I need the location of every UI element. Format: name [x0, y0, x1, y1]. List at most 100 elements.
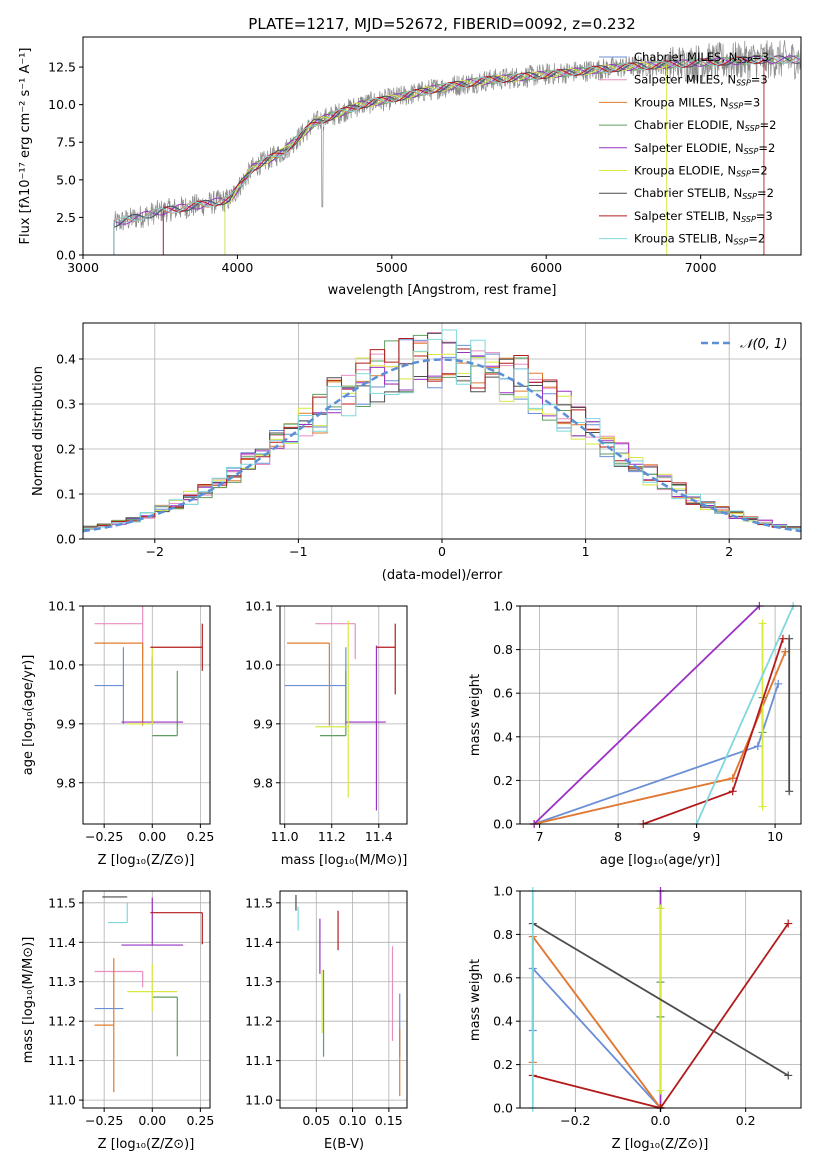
tick-label-x: 2: [725, 544, 733, 559]
plus-marker: [656, 1086, 665, 1095]
tick-label-y: 0.6: [493, 686, 513, 701]
error-point: [150, 912, 203, 945]
tick-label-y: 2.5: [56, 210, 76, 225]
error-point: [108, 902, 128, 924]
tick-label-x: −2: [146, 544, 164, 559]
residual-histogram: [83, 338, 801, 530]
plus-marker: [728, 774, 737, 783]
error-point: [315, 620, 349, 798]
plus-marker: [656, 904, 665, 913]
age-z-xlabel: Z [log₁₀(Z/Z⊙)]: [98, 853, 195, 868]
mass-z-frame: [82, 890, 211, 1109]
weight-age-xlabel: age [log₁₀(age/yr)]: [600, 853, 721, 868]
histogram-ylabel: Normed distribution: [31, 366, 46, 496]
error-point: [127, 963, 178, 1012]
tick-label-y: 11.4: [48, 935, 76, 950]
age-z-frame: [82, 605, 211, 825]
plus-marker: [728, 787, 737, 796]
tick-label-x: −0.25: [85, 1113, 123, 1128]
tick-label-y: 7.5: [56, 135, 76, 150]
tick-label-y: 0.0: [56, 248, 76, 263]
spectrum-frame: [82, 36, 802, 256]
plus-marker: [753, 742, 762, 751]
tick-label-y: 1.0: [493, 599, 513, 614]
tick-label-y: 11.4: [245, 935, 273, 950]
plus-marker: [758, 619, 767, 628]
error-point: [319, 670, 347, 737]
tick-label-x: 0: [438, 544, 446, 559]
gaussian-curve: [82, 358, 802, 533]
residual-histogram-panel: −2 −1 0 1 2 0.0 0.1 0.2 0.3 0.4 (data-model)/erro…: [31, 322, 802, 583]
tick-label-x: 5000: [376, 260, 408, 275]
error-point: [345, 645, 386, 811]
legend-label: Chabrier ELODIE, NSSP=2: [634, 118, 776, 133]
error-point: [150, 623, 203, 671]
error-point: [127, 647, 153, 725]
mass-vs-metallicity-panel: −0.25 0.00 0.25 11.0 11.1 11.2 11.3 11.4 11.5 Z …: [21, 890, 214, 1152]
error-point: [94, 642, 144, 726]
model-spectrum: [163, 56, 764, 213]
tick-label-x: 6000: [530, 260, 562, 275]
tick-label-x: 0.2: [736, 1113, 756, 1128]
tick-label-y: 12.5: [48, 60, 76, 75]
error-point: [152, 670, 178, 737]
mass-weight-vs-metallicity-panel: −0.2 0.0 0.2 0.0 0.2 0.4 0.6 0.8 1.0 Z [log₁₀(Z/…: [468, 884, 802, 1152]
tick-label-y: 0.8: [493, 642, 513, 657]
plus-marker: [781, 647, 790, 656]
tick-label-x: 1: [582, 544, 590, 559]
model-spectrum: [113, 55, 800, 228]
age-mass-xlabel: mass [log₁₀(M/M⊙)]: [281, 853, 408, 868]
legend-label: Salpeter ELODIE, NSSP=2: [634, 141, 775, 156]
tick-label-y: 10.1: [245, 599, 273, 614]
plus-marker: [778, 634, 787, 643]
error-point: [121, 897, 184, 946]
tick-label-y: 10.0: [48, 97, 76, 112]
tick-label-y: 0.2: [56, 442, 76, 457]
spectrum-ylabel: Flux [fλ10⁻¹⁷ erg cm⁻² s⁻¹ A⁻¹]: [18, 48, 33, 245]
legend-label: Salpeter STELIB, NSSP=3: [634, 209, 773, 224]
legend-label: Chabrier STELIB, NSSP=2: [634, 186, 774, 201]
tick-label-x: 11.4: [365, 829, 393, 844]
tick-label-y: 5.0: [56, 172, 76, 187]
mass-weight-line: [695, 606, 795, 824]
residual-histogram: [83, 329, 801, 530]
tick-label-y: 11.0: [245, 1093, 273, 1108]
legend-label: Kroupa ELODIE, NSSP=2: [634, 164, 768, 179]
plus-marker: [785, 787, 794, 796]
error-point: [376, 623, 396, 695]
mass-weight-line: [532, 922, 789, 1108]
plus-marker: [784, 919, 793, 928]
mass-ebv-frame: [279, 890, 408, 1109]
tick-label-x: 9: [693, 829, 701, 844]
gaussian-legend-label: 𝒩(0, 1): [740, 337, 787, 352]
mass-z-xlabel: Z [log₁₀(Z/Z⊙)]: [98, 1137, 195, 1152]
tick-label-y: 0.4: [493, 729, 513, 744]
error-point: [152, 996, 178, 1057]
tick-label-y: 10.0: [245, 657, 273, 672]
weight-z-ylabel: mass weight: [468, 959, 483, 1041]
tick-label-y: 11.2: [245, 1014, 273, 1029]
tick-label-x: 11.2: [318, 829, 346, 844]
tick-label-y: 0.6: [493, 970, 513, 985]
tick-label-x: 0.10: [339, 1113, 367, 1128]
weight-age-ylabel: mass weight: [468, 674, 483, 756]
spectrum-panel: 3000 4000 5000 6000 7000 0.0 2.5 5.0 7.5 10.0 12.5…: [18, 15, 802, 298]
tick-label-x: −0.25: [85, 829, 123, 844]
tick-label-x: 0.00: [138, 829, 166, 844]
tick-label-x: −0.2: [560, 1113, 590, 1128]
spectrum-legend: Chabrier MILES, NSSP=3 Salpeter MILES, NS…: [599, 50, 776, 247]
legend-label: Kroupa STELIB, NSSP=2: [634, 232, 765, 247]
tick-label-x: 0.25: [186, 829, 214, 844]
legend-label: Salpeter MILES, NSSP=3: [634, 73, 768, 88]
tick-label-y: 11.5: [48, 895, 76, 910]
tick-label-y: 0.4: [56, 352, 76, 367]
tick-label-x: 8: [614, 829, 622, 844]
mass-weight-line: [533, 606, 761, 824]
mass-weight-vs-age-panel: 7 8 9 10 0.0 0.2 0.4 0.6 0.8 1.0 age [log₁₀(age/y…: [468, 599, 802, 868]
tick-label-y: 10.0: [48, 657, 76, 672]
tick-label-y: 0.0: [493, 817, 513, 832]
tick-label-x: 0.00: [138, 1113, 166, 1128]
age-vs-mass-panel: 11.0 11.2 11.4 9.8 9.9 10.0 10.1 mass [log₁₀(M…: [245, 599, 408, 868]
histogram-xlabel: (data-model)/error: [382, 568, 503, 583]
